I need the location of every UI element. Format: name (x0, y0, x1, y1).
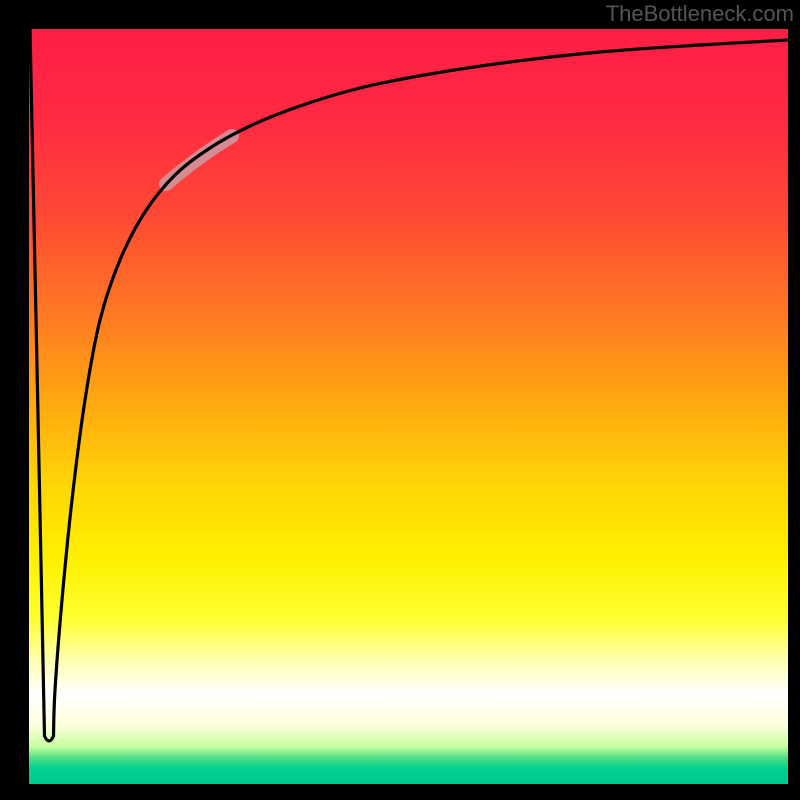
chart-container: TheBottleneck.com (0, 0, 800, 800)
bottleneck-chart (0, 0, 800, 800)
attribution-label: TheBottleneck.com (606, 1, 794, 27)
